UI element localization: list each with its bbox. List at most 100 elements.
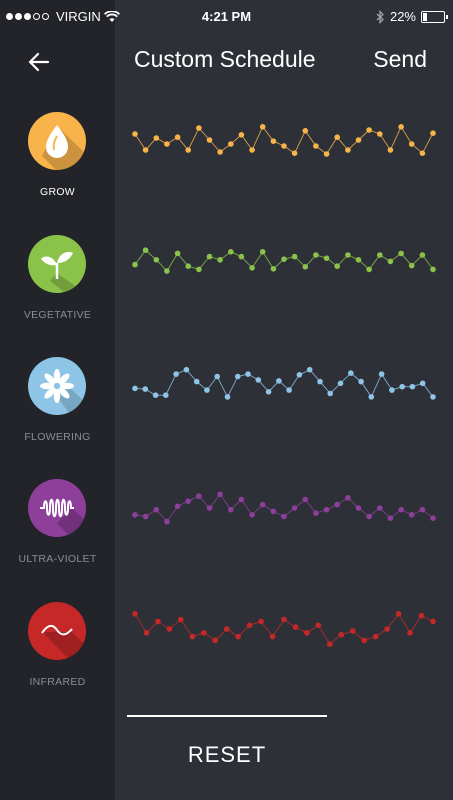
graph-point[interactable] <box>255 377 262 383</box>
graph-point[interactable] <box>238 132 245 138</box>
graph-point[interactable] <box>143 630 150 636</box>
graph-point[interactable] <box>323 255 330 261</box>
graph-ultra-violet[interactable] <box>115 487 453 529</box>
graph-point[interactable] <box>259 501 266 508</box>
graph-point[interactable] <box>408 141 415 147</box>
graph-point[interactable] <box>355 137 362 143</box>
graph-point[interactable] <box>228 141 234 147</box>
graph-point[interactable] <box>372 633 379 640</box>
channel-grow[interactable]: GROW <box>0 112 115 222</box>
graph-point[interactable] <box>306 366 313 373</box>
graph-point[interactable] <box>163 392 169 398</box>
graph-point[interactable] <box>313 143 319 149</box>
graph-point[interactable] <box>281 616 287 623</box>
channel-vegetative[interactable]: VEGETATIVE <box>0 235 115 345</box>
graph-point[interactable] <box>378 371 385 377</box>
graph-point[interactable] <box>355 505 362 511</box>
graph-point[interactable] <box>166 626 173 632</box>
graph-point[interactable] <box>174 134 181 140</box>
graph-point[interactable] <box>348 370 354 376</box>
graph-point[interactable] <box>142 386 149 392</box>
graph-point[interactable] <box>430 266 436 273</box>
graph-point[interactable] <box>296 372 303 378</box>
graph-point[interactable] <box>327 390 333 397</box>
graph-point[interactable] <box>317 378 323 385</box>
graph-point[interactable] <box>291 150 298 156</box>
graph-point[interactable] <box>366 513 372 520</box>
graph-point[interactable] <box>132 131 138 137</box>
graph-point[interactable] <box>183 366 190 373</box>
graph-point[interactable] <box>384 626 391 632</box>
graph-point[interactable] <box>228 249 234 255</box>
graph-point[interactable] <box>302 264 309 270</box>
graph-point[interactable] <box>408 262 415 269</box>
graph-point[interactable] <box>238 253 245 260</box>
graph-point[interactable] <box>355 257 362 263</box>
graph-point[interactable] <box>206 253 213 260</box>
graph-point[interactable] <box>304 630 310 636</box>
graph-point[interactable] <box>398 250 404 257</box>
graph-point[interactable] <box>395 611 402 617</box>
graph-point[interactable] <box>398 124 404 130</box>
graph-point[interactable] <box>302 128 309 134</box>
graph-grow[interactable] <box>115 118 453 166</box>
graph-point[interactable] <box>206 505 213 511</box>
graph-point[interactable] <box>174 250 181 257</box>
graph-point[interactable] <box>245 371 251 377</box>
graph-point[interactable] <box>201 630 207 636</box>
graph-point[interactable] <box>313 252 319 258</box>
graph-point[interactable] <box>419 380 426 387</box>
graph-point[interactable] <box>387 258 394 265</box>
graph-point[interactable] <box>377 252 383 258</box>
graph-point[interactable] <box>204 387 210 393</box>
reset-button[interactable]: RESET <box>127 738 327 772</box>
graph-point[interactable] <box>270 508 277 515</box>
graph-point[interactable] <box>358 378 364 385</box>
channel-flowering[interactable]: FLOWERING <box>0 357 115 467</box>
graph-point[interactable] <box>132 512 138 518</box>
graph-point[interactable] <box>270 266 277 272</box>
graph-point[interactable] <box>291 253 298 260</box>
graph-point[interactable] <box>259 249 266 255</box>
graph-point[interactable] <box>238 496 245 503</box>
graph-point[interactable] <box>398 506 404 513</box>
graph-point[interactable] <box>259 124 266 130</box>
graph-point[interactable] <box>387 515 394 521</box>
graph-point[interactable] <box>155 618 161 625</box>
graph-point[interactable] <box>281 143 287 149</box>
graph-point[interactable] <box>142 247 149 253</box>
graph-point[interactable] <box>315 622 322 628</box>
graph-point[interactable] <box>430 515 436 521</box>
graph-point[interactable] <box>174 503 181 510</box>
graph-point[interactable] <box>246 622 253 628</box>
graph-point[interactable] <box>193 378 200 385</box>
graph-point[interactable] <box>258 618 264 625</box>
graph-point[interactable] <box>377 505 383 511</box>
channel-infrared[interactable]: INFRARED <box>0 602 115 712</box>
graph-point[interactable] <box>228 506 234 513</box>
graph-point[interactable] <box>189 633 196 640</box>
graph-point[interactable] <box>350 628 356 634</box>
graph-point[interactable] <box>292 624 299 630</box>
graph-point[interactable] <box>217 257 223 263</box>
graph-point[interactable] <box>323 151 330 157</box>
graph-point[interactable] <box>217 491 223 498</box>
graph-infrared[interactable] <box>115 606 453 652</box>
graph-point[interactable] <box>366 127 372 133</box>
graph-point[interactable] <box>345 147 351 153</box>
graph-point[interactable] <box>281 513 287 520</box>
graph-point[interactable] <box>334 501 340 508</box>
graph-point[interactable] <box>407 630 413 636</box>
graph-point[interactable] <box>361 637 367 644</box>
graph-point[interactable] <box>327 641 333 647</box>
graph-point[interactable] <box>164 518 170 525</box>
back-button[interactable] <box>22 44 58 74</box>
graph-point[interactable] <box>387 147 394 153</box>
graph-point[interactable] <box>334 134 340 140</box>
graph-point[interactable] <box>249 512 255 518</box>
graph-point[interactable] <box>430 618 436 625</box>
graph-point[interactable] <box>265 389 272 395</box>
graph-flowering[interactable] <box>115 364 453 406</box>
graph-point[interactable] <box>345 252 351 258</box>
graph-point[interactable] <box>132 385 138 392</box>
